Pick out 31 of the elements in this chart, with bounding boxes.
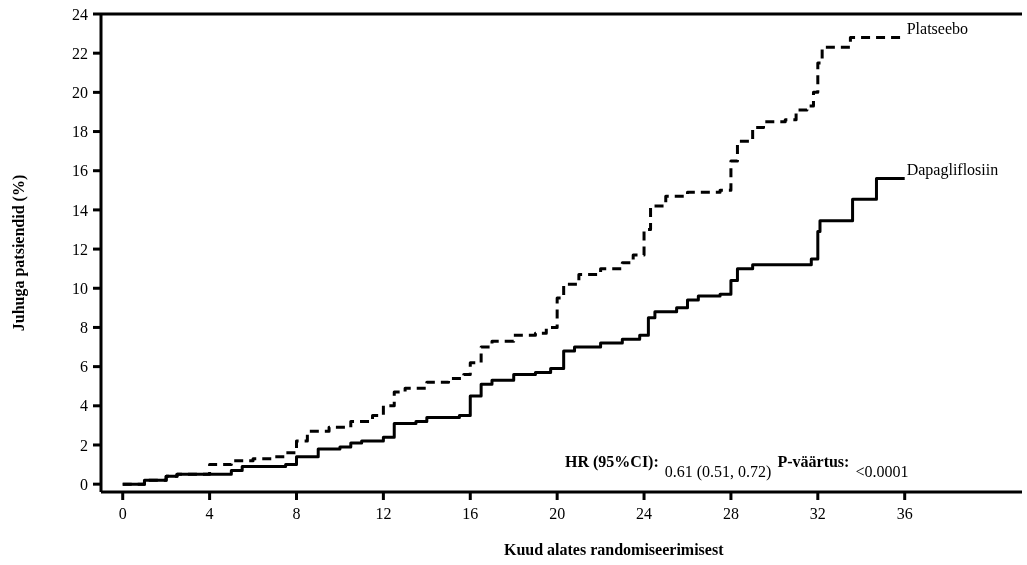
x-tick-label: 16 [462,505,479,522]
x-tick-label: 24 [636,505,653,522]
y-tick-label: 0 [80,475,88,493]
y-tick-label: 12 [72,240,88,258]
y-tick-label: 24 [72,5,88,23]
x-axis-title: Kuud alates randomiseerimisest [503,541,725,558]
x-tick-label: 28 [722,505,739,522]
x-tick-label: 36 [896,505,913,522]
y-tick-label: 22 [72,44,88,62]
x-tick-label: 0 [118,505,127,522]
y-tick-label: 10 [72,279,88,297]
y-tick-label: 14 [72,201,88,219]
x-tick-label: 32 [809,505,826,522]
x-tick-label: 20 [549,505,566,522]
y-tick-label: 18 [72,123,88,141]
series-label: Dapagliflosiin [906,160,999,179]
annotation: <0.0001 [855,463,909,480]
y-tick-label: 2 [80,436,88,454]
y-tick-label: 6 [80,358,88,376]
annotation: P-väärtus: [777,453,850,470]
annotation: 0.61 (0.51, 0.72) [664,463,772,481]
annotation: HR (95%CI): [565,453,659,471]
y-tick-label: 16 [72,162,88,180]
x-tick-label: 4 [205,505,214,522]
y-tick-label: 8 [80,319,88,337]
y-axis-title: Juhuga patsiendid (%) [10,174,28,332]
y-tick-label: 4 [80,397,88,415]
x-tick-label: 8 [292,505,301,522]
x-tick-label: 12 [375,505,392,522]
y-tick-label: 20 [72,83,88,101]
series-label: Platseebo [906,19,969,37]
